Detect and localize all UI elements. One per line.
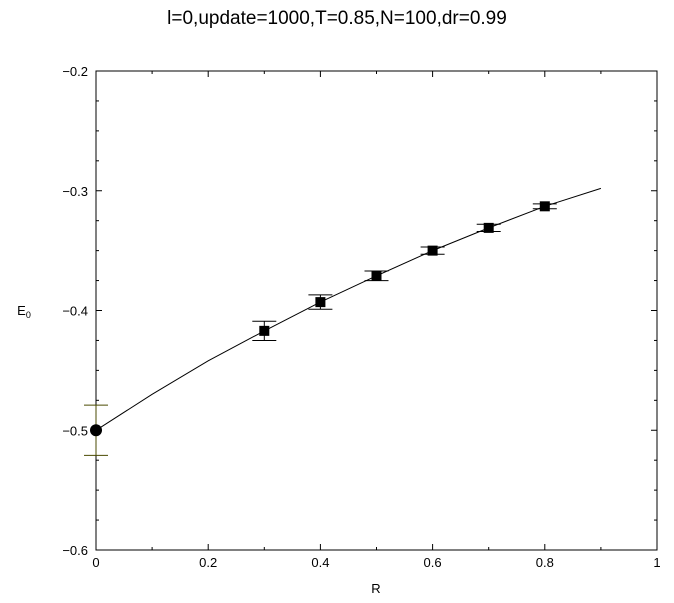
y-axis-label-main: E bbox=[17, 303, 26, 318]
fit-curve-line bbox=[95, 187, 602, 431]
square-point bbox=[259, 325, 270, 336]
square-point bbox=[483, 222, 494, 233]
series-layer bbox=[84, 187, 602, 456]
square-point bbox=[539, 201, 550, 212]
y-tick-label: −0.4 bbox=[62, 304, 88, 319]
square-point bbox=[427, 245, 438, 256]
x-tick-label: 0.8 bbox=[536, 555, 554, 570]
square-point bbox=[315, 297, 326, 308]
plot-frame bbox=[95, 70, 658, 551]
square-point bbox=[371, 270, 382, 281]
x-tick-label: 0.2 bbox=[199, 555, 217, 570]
y-axis-label-subscript: 0 bbox=[26, 310, 31, 320]
y-tick-label: −0.6 bbox=[62, 543, 88, 558]
chart-title: l=0,update=1000,T=0.85,N=100,dr=0.99 bbox=[167, 8, 507, 29]
y-tick-label: −0.5 bbox=[62, 423, 88, 438]
x-tick-label: 0 bbox=[92, 555, 99, 570]
y-axis-label: E0 bbox=[17, 303, 31, 320]
x-tick-label: 0.6 bbox=[424, 555, 442, 570]
y-axis-ticks: −0.6 −0.5 −0.4 −0.3 −0.2 bbox=[62, 64, 657, 558]
circle-point bbox=[90, 424, 102, 437]
x-axis-ticks: 0 0.2 0.4 0.6 0.8 1 bbox=[92, 71, 661, 570]
x-tick-label: 0.4 bbox=[311, 555, 329, 570]
x-axis-label: R bbox=[371, 581, 380, 596]
y-tick-label: −0.3 bbox=[62, 184, 88, 199]
y-tick-label: −0.2 bbox=[62, 64, 88, 79]
x-tick-label: 1 bbox=[653, 555, 660, 570]
